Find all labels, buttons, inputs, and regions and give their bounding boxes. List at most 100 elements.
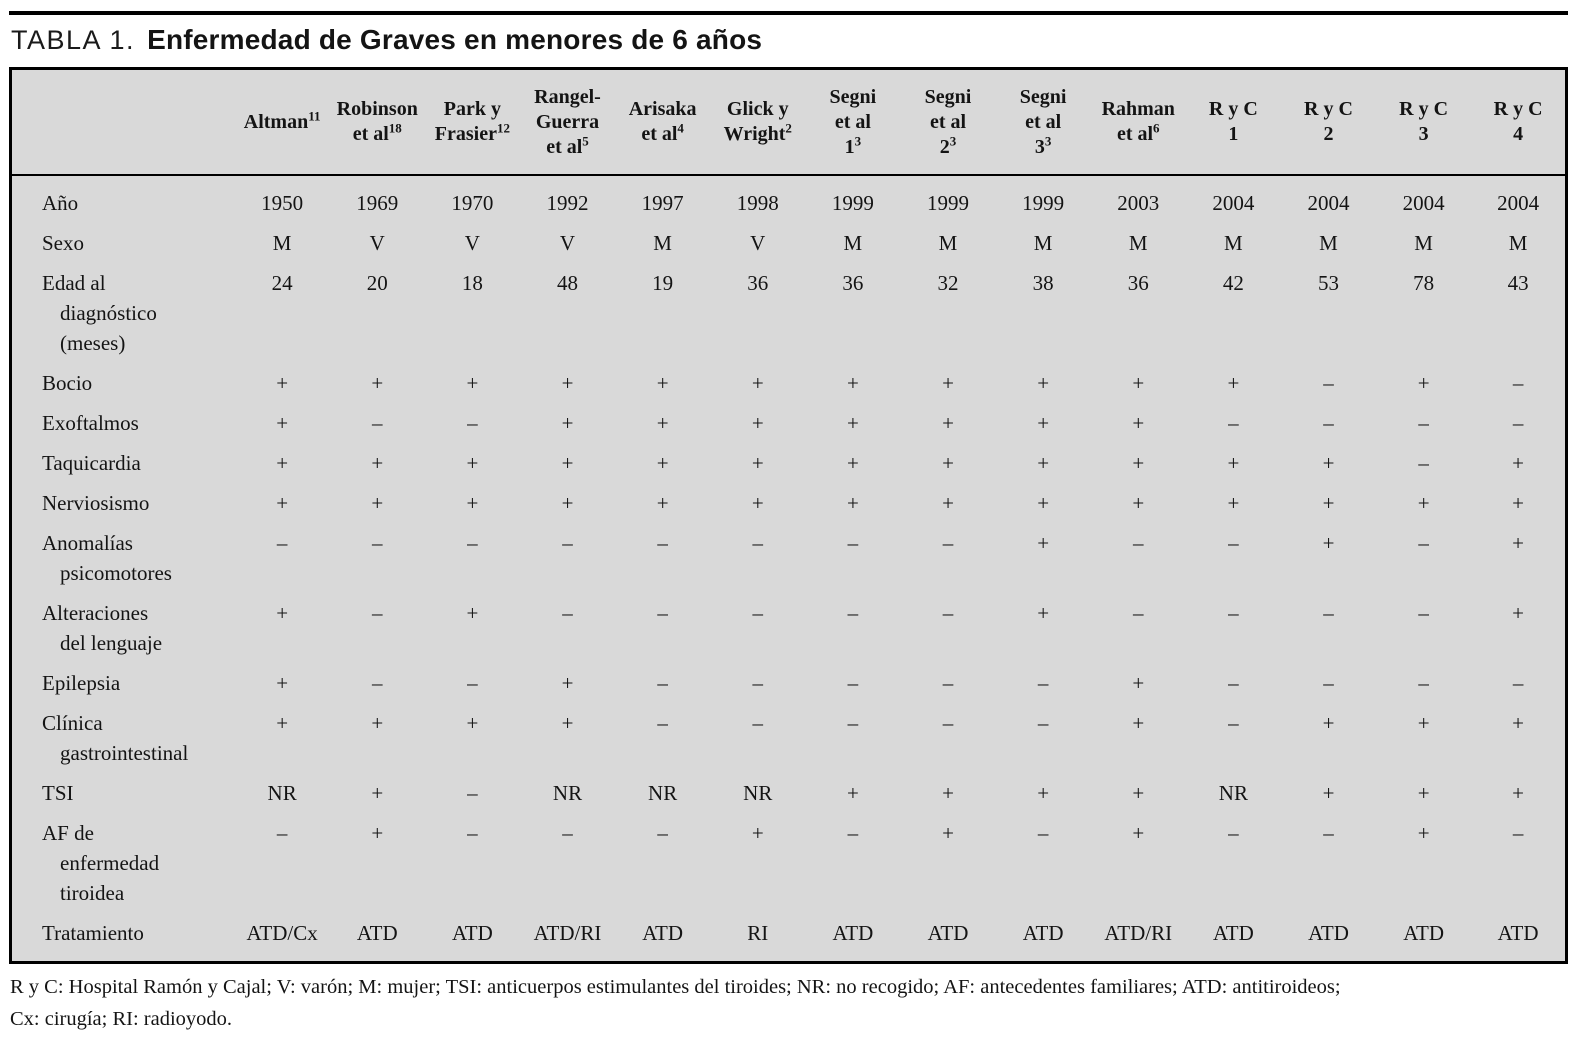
cell-r9-c10: –	[1228, 671, 1239, 695]
reference-superscript: 11	[308, 107, 321, 123]
row-label: Tratamiento	[11, 913, 235, 963]
cell-r12-c10: –	[1228, 821, 1239, 845]
column-header-2: Park y Frasier12	[424, 68, 520, 176]
cell-r13-c10: ATD	[1212, 921, 1254, 945]
row-label-line: Exoftalmos	[42, 411, 139, 435]
column-header-line: et al	[834, 110, 871, 133]
graves-table: Altman11 Robinson et al18 Park y Frasier12 Ra…	[9, 67, 1568, 964]
column-header-3: Rangel- Guerra et al5	[519, 68, 616, 176]
cell-r7-c6: –	[847, 531, 859, 555]
row-label: Anomalías psicomotores	[11, 523, 235, 593]
cell-r2-c1: 20	[366, 271, 388, 295]
column-header-line: 23	[939, 132, 957, 158]
row-label: Edad al diagnóstico (meses)	[11, 263, 235, 363]
reference-superscript: 3	[854, 132, 862, 148]
cell-r0-c2: 1970	[451, 191, 494, 215]
cell-r8-c2: +	[466, 601, 479, 625]
table-row-0: Año 1950 1969 1970 1992 1997 1998 1999 1999 1999 2…	[11, 175, 1567, 223]
column-header-line: 2	[1323, 123, 1334, 145]
table-row-8: Alteraciones del lenguaje + – + – – – – – + – – – – +	[11, 593, 1567, 663]
cell-r12-c2: –	[467, 821, 478, 845]
row-label: Taquicardia	[11, 443, 235, 483]
column-header-line: et al	[1025, 110, 1062, 133]
cell-r9-c9: +	[1132, 671, 1145, 695]
footnote-line-2: Cx: cirugía; RI: radioyodo.	[10, 1008, 233, 1030]
cell-r1-c1: V	[369, 231, 385, 255]
cell-r5-c1: +	[371, 451, 384, 475]
cell-r8-c6: –	[847, 601, 859, 625]
column-header-line: 4	[1513, 123, 1524, 145]
footnote-line-1: R y C: Hospital Ramón y Cajal; V: varón;…	[10, 976, 1341, 998]
table-footnote: R y C: Hospital Ramón y Cajal; V: varón;…	[9, 964, 1568, 1035]
cell-r5-c13: +	[1512, 451, 1525, 475]
cell-r9-c12: –	[1418, 671, 1429, 695]
cell-r1-c0: M	[272, 231, 292, 255]
cell-r6-c1: +	[371, 491, 384, 515]
column-header-4: Arisaka et al4	[615, 68, 711, 176]
cell-r1-c8: M	[1033, 231, 1053, 255]
cell-r12-c7: +	[942, 821, 954, 845]
column-header-line: Segni	[829, 85, 877, 108]
cell-r11-c7: +	[942, 781, 954, 805]
cell-r13-c8: ATD	[1022, 921, 1064, 945]
cell-r12-c12: +	[1417, 821, 1430, 845]
cell-r13-c11: ATD	[1308, 921, 1349, 945]
row-label-line: diagnóstico	[60, 301, 157, 325]
cell-r7-c13: +	[1512, 531, 1525, 555]
cell-r11-c4: NR	[648, 781, 678, 805]
cell-r0-c10: 2004	[1212, 191, 1255, 215]
cell-r11-c9: +	[1132, 781, 1145, 805]
cell-r11-c6: +	[846, 781, 859, 805]
row-label-line: Anomalías	[42, 531, 133, 555]
cell-r7-c9: –	[1133, 531, 1144, 555]
cell-r1-c11: M	[1319, 231, 1338, 255]
cell-r3-c11: –	[1323, 371, 1334, 395]
cell-r13-c12: ATD	[1403, 921, 1445, 945]
cell-r6-c11: +	[1322, 491, 1335, 515]
row-label: Año	[11, 175, 235, 223]
cell-r1-c6: M	[843, 231, 863, 255]
row-label-line: Bocio	[42, 371, 93, 395]
cell-r6-c4: +	[656, 491, 669, 515]
row-label: Alteraciones del lenguaje	[11, 593, 235, 663]
cell-r8-c1: –	[372, 601, 383, 625]
row-label-line: Sexo	[42, 231, 84, 255]
cell-r10-c8: –	[1037, 711, 1049, 735]
row-label: Epilepsia	[11, 663, 235, 703]
reference-superscript: 5	[582, 132, 589, 148]
cell-r11-c12: +	[1417, 781, 1430, 805]
cell-r11-c1: +	[371, 781, 384, 805]
cell-r12-c9: +	[1132, 821, 1145, 845]
cell-r12-c13: –	[1512, 821, 1524, 845]
cell-r10-c12: +	[1417, 711, 1430, 735]
column-header-line: et al	[929, 110, 967, 133]
cell-r2-c7: 32	[937, 271, 959, 295]
cell-r2-c9: 36	[1127, 271, 1149, 295]
cell-r3-c10: +	[1227, 371, 1240, 395]
column-header-1: Robinson et al18	[329, 68, 425, 176]
cell-r10-c4: –	[657, 711, 668, 735]
header-row: Altman11 Robinson et al18 Park y Frasier12 Ra…	[10, 68, 1567, 176]
cell-r1-c4: M	[653, 231, 672, 255]
cell-r12-c3: –	[562, 821, 573, 845]
cell-r10-c7: –	[942, 711, 954, 735]
cell-r7-c4: –	[657, 531, 668, 555]
cell-r4-c3: +	[561, 411, 574, 435]
row-label-line: Tratamiento	[42, 921, 144, 945]
cell-r10-c5: –	[752, 711, 764, 735]
cell-r2-c12: 78	[1413, 271, 1435, 295]
column-header-line: 13	[844, 132, 862, 158]
cell-r9-c2: –	[467, 671, 478, 695]
column-header-line: Rahman	[1101, 98, 1175, 120]
cell-r8-c4: –	[657, 601, 668, 625]
cell-r0-c4: 1997	[641, 191, 684, 215]
cell-r3-c9: +	[1132, 371, 1145, 395]
column-header-line: Rangel-	[534, 85, 601, 108]
column-header-line: Park y	[443, 98, 501, 120]
cell-r11-c5: NR	[743, 781, 773, 805]
cell-r7-c12: –	[1418, 531, 1429, 555]
row-label-line: Alteraciones	[42, 601, 149, 625]
table-row-6: Nerviosismo + + + + + + + + + + + + + +	[11, 483, 1567, 523]
row-label-line: enfermedad	[60, 851, 160, 875]
cell-r9-c4: –	[657, 671, 668, 695]
